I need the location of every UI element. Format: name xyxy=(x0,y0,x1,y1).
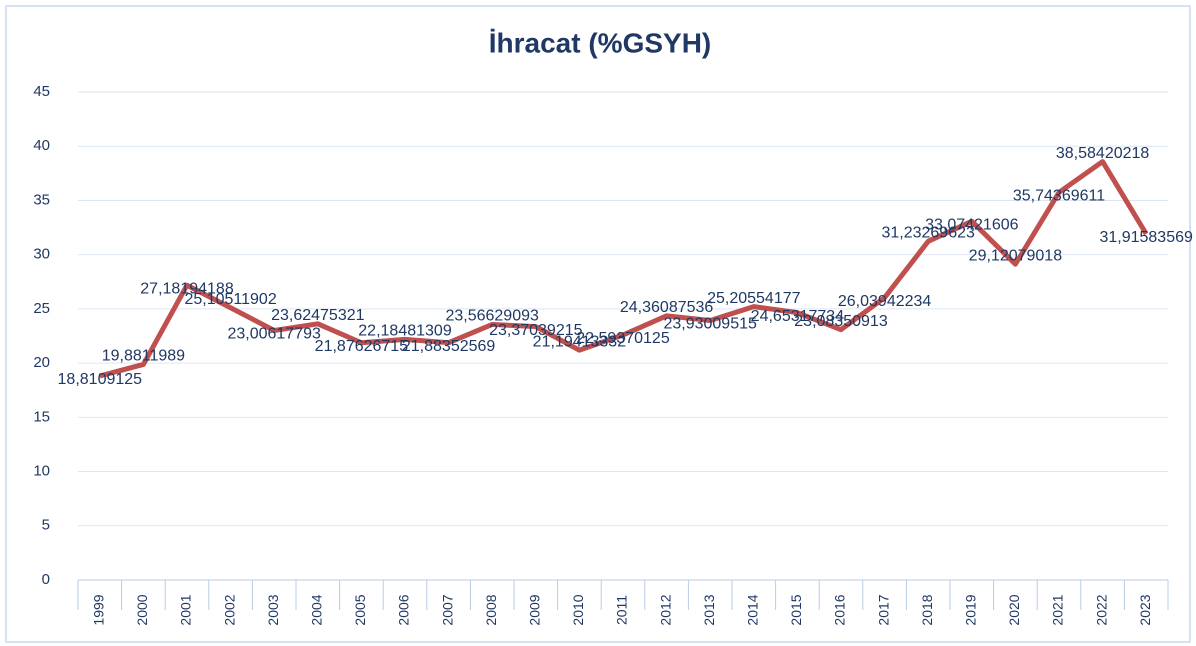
x-tick-label: 2011 xyxy=(614,595,630,625)
x-tick-label: 2022 xyxy=(1093,594,1109,625)
x-tick-label: 2000 xyxy=(134,594,150,625)
x-tick-label: 2006 xyxy=(396,594,412,625)
data-label: 24,65317734 xyxy=(751,308,845,325)
data-label: 22,59370125 xyxy=(576,330,670,347)
data-label: 23,62475321 xyxy=(271,307,365,324)
data-label: 25,10511902 xyxy=(184,291,276,308)
x-tick-label: 2003 xyxy=(265,594,281,625)
data-label: 24,36087536 xyxy=(620,299,714,316)
data-label: 22,18481309 xyxy=(358,323,452,340)
data-label: 26,03942234 xyxy=(838,293,932,310)
chart-frame xyxy=(5,5,1191,643)
x-tick-label: 2001 xyxy=(178,594,194,625)
data-label: 23,56629093 xyxy=(445,308,539,325)
y-tick-label: 35 xyxy=(33,191,50,208)
x-tick-label: 2018 xyxy=(919,594,935,625)
x-tick-label: 2007 xyxy=(439,594,455,625)
x-tick-label: 2005 xyxy=(352,594,368,625)
x-tick-label: 2012 xyxy=(657,594,673,625)
data-label: 23,37039215 xyxy=(489,322,583,339)
data-label: 21,19413332 xyxy=(533,333,627,350)
x-tick-label: 2004 xyxy=(309,594,325,625)
chart-title: İhracat (%GSYH) xyxy=(489,27,712,58)
x-tick-label: 2010 xyxy=(570,594,586,625)
y-tick-label: 40 xyxy=(33,137,50,154)
y-tick-label: 25 xyxy=(33,300,50,317)
x-tick-label: 2020 xyxy=(1006,594,1022,625)
data-label: 21,88352569 xyxy=(402,338,496,355)
y-tick-label: 15 xyxy=(33,408,50,425)
x-tick-label: 2008 xyxy=(483,594,499,625)
data-label: 23,00617793 xyxy=(227,326,321,343)
y-tick-label: 10 xyxy=(33,463,50,480)
data-label: 35,74369611 xyxy=(1013,188,1105,205)
y-tick-label: 45 xyxy=(33,83,50,100)
x-tick-label: 2015 xyxy=(788,594,804,625)
y-tick-label: 5 xyxy=(42,517,50,534)
data-label: 27,18194188 xyxy=(140,280,234,297)
y-tick-label: 20 xyxy=(33,354,50,371)
data-label: 21,87626715 xyxy=(315,338,409,355)
data-label: 25,20554177 xyxy=(707,290,801,307)
x-tick-label: 2002 xyxy=(221,594,237,625)
data-label: 33,07421606 xyxy=(925,217,1019,234)
data-label: 23,08350913 xyxy=(794,313,888,330)
data-label: 31,91583569 xyxy=(1099,229,1193,246)
data-label: 19,8811989 xyxy=(102,348,185,365)
x-tick-label: 2019 xyxy=(963,594,979,625)
x-tick-label: 2009 xyxy=(527,594,543,625)
x-tick-label: 2023 xyxy=(1137,594,1153,625)
data-label: 18,8109125 xyxy=(58,371,143,388)
x-tick-label: 2014 xyxy=(745,594,761,625)
data-label: 23,93009515 xyxy=(663,316,757,333)
line xyxy=(99,159,1149,379)
x-tick-label: 2017 xyxy=(875,594,891,625)
x-tick-label: 2013 xyxy=(701,594,717,625)
y-tick-label: 30 xyxy=(33,246,50,263)
x-tick-label: 2016 xyxy=(832,594,848,625)
x-tick-label: 2021 xyxy=(1050,594,1066,625)
y-tick-label: 0 xyxy=(42,571,50,588)
data-label: 29,12079018 xyxy=(969,247,1063,264)
data-label: 38,58420218 xyxy=(1056,145,1150,162)
data-label: 31,23269623 xyxy=(881,225,975,242)
x-tick-label: 1999 xyxy=(91,594,107,625)
